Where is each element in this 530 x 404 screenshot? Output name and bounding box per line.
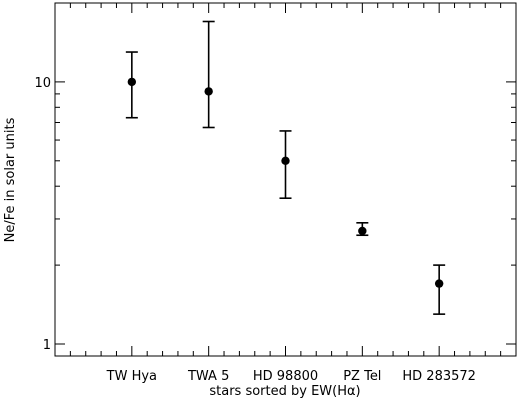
- x-tick-label: HD 283572: [402, 369, 476, 384]
- data-point: [358, 226, 367, 236]
- data-point: [127, 77, 137, 87]
- x-tick-label: PZ Tel: [343, 369, 381, 384]
- y-tick-label: 10: [34, 76, 51, 91]
- error-bars: [125, 20, 446, 315]
- y-tick-labels: 1 10: [34, 76, 51, 353]
- data-points: [127, 77, 444, 288]
- data-point: [281, 156, 290, 166]
- x-tick-label: TWA 5: [187, 369, 229, 384]
- x-tick-label: HD 98800: [253, 369, 318, 384]
- data-point: [434, 279, 444, 288]
- x-tick-labels: TW Hya TWA 5 HD 98800 PZ Tel HD 283572: [106, 369, 476, 384]
- major-ticks: [54, 3, 517, 356]
- y-tick-label: 1: [43, 338, 51, 353]
- x-axis-label: stars sorted by EW(Hα): [209, 384, 360, 399]
- minor-ticks: [55, 2, 516, 357]
- x-tick-label: TW Hya: [106, 369, 157, 384]
- data-point: [204, 87, 213, 96]
- y-axis-label: Ne/Fe in solar units: [3, 117, 18, 242]
